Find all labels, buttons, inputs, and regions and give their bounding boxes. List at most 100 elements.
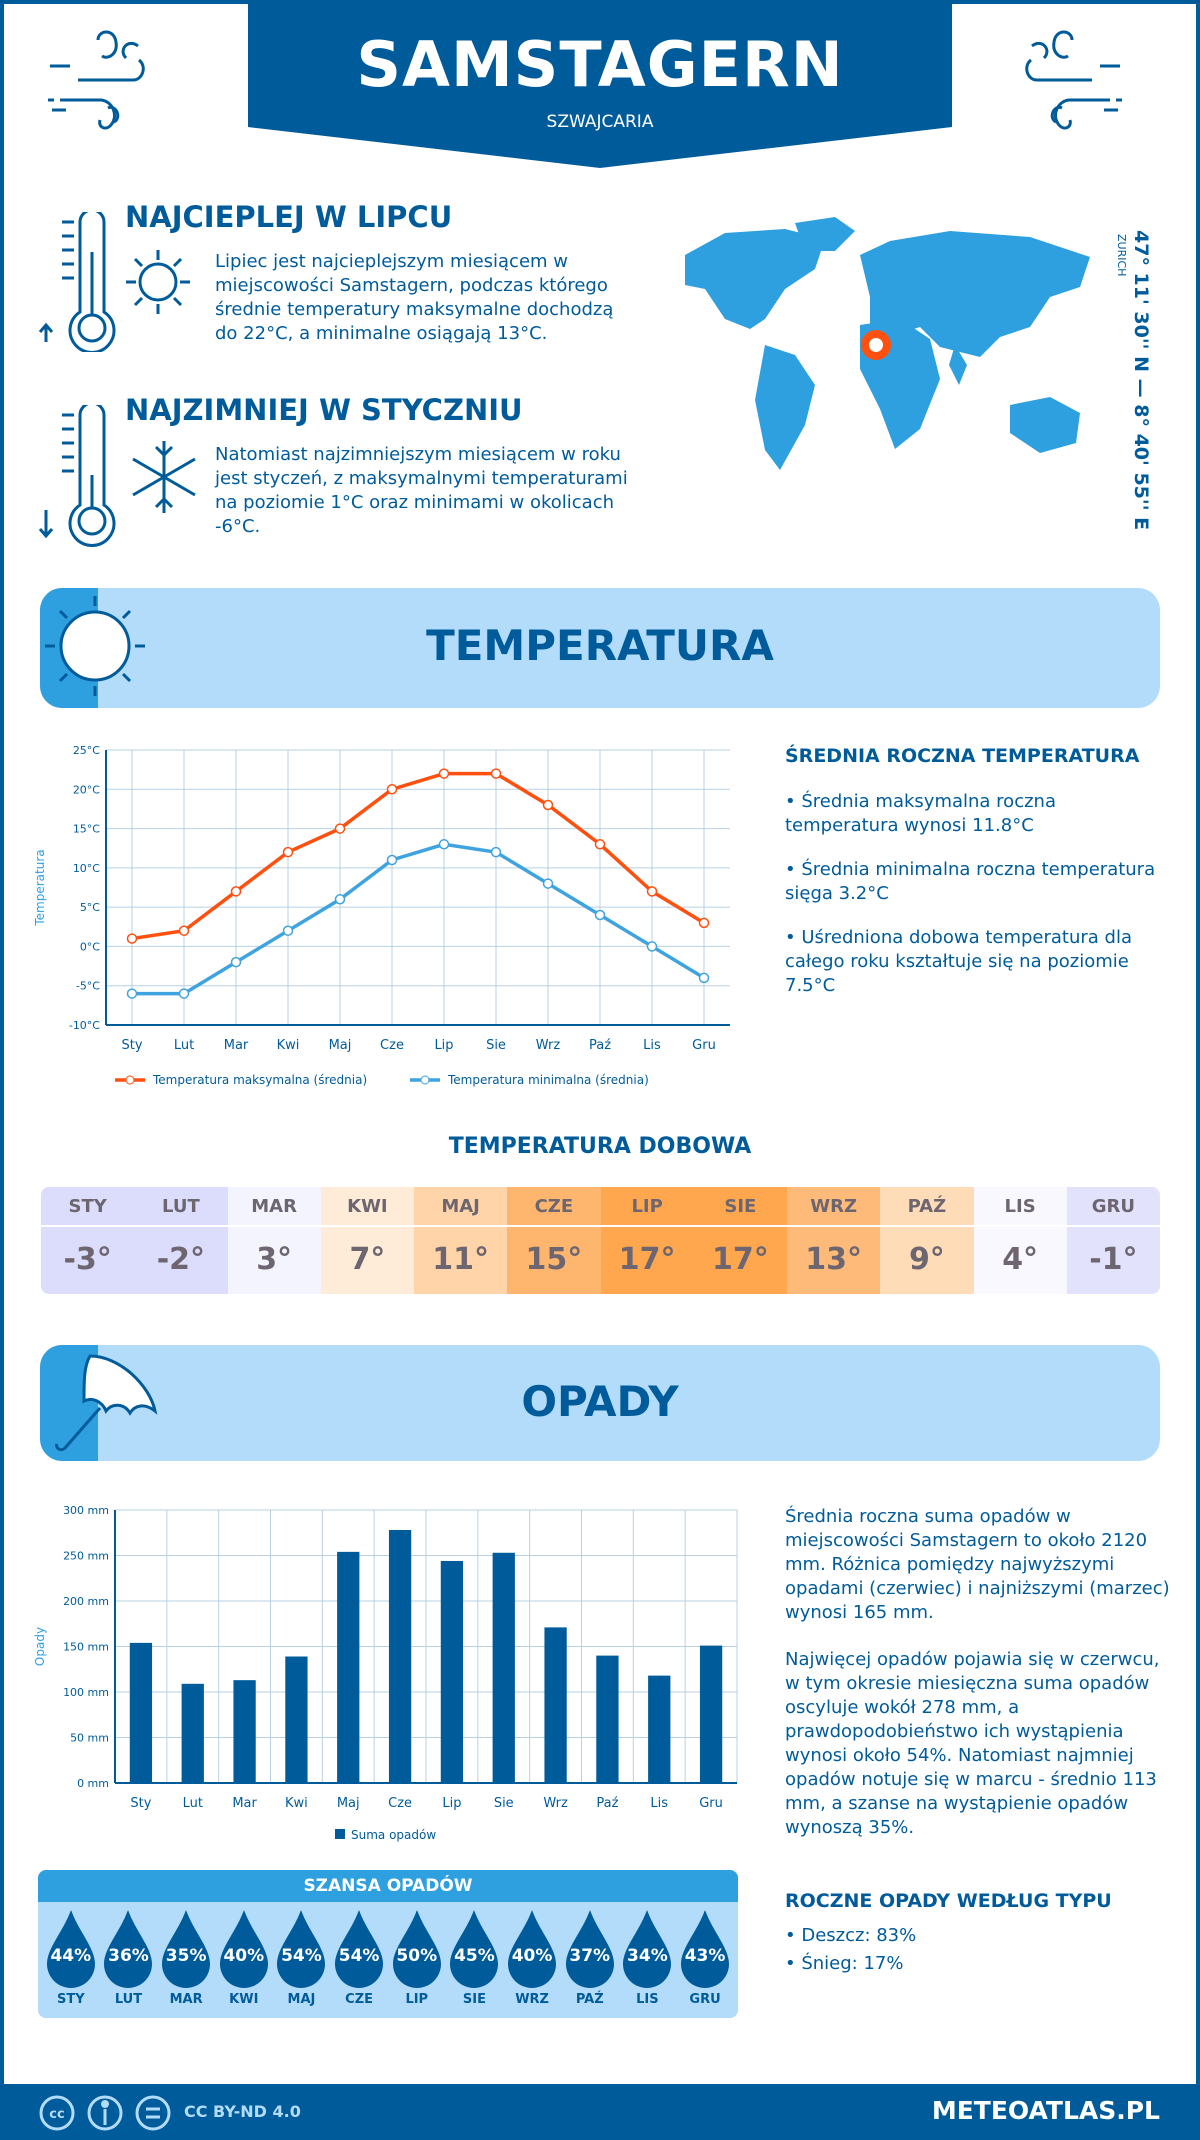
x-tick-label: Mar [224,1038,249,1053]
chance-value: 34% [627,1946,668,1966]
month-label: KWI [320,1187,414,1227]
precip-chance-item: 34% LIS [620,1902,674,2007]
month-label: LIS [973,1187,1067,1227]
y-tick-label: 50 mm [70,1732,109,1745]
month-label: WRZ [787,1187,881,1227]
raindrop-icon [681,1910,730,1988]
x-tick-label: Lis [650,1796,668,1811]
precip-chance-item: 40% KWI [217,1902,271,2007]
y-tick-label: 200 mm [63,1595,109,1608]
series-line [131,771,705,941]
wind-icon [1025,30,1122,130]
month-label: STY [41,1187,135,1227]
y-tick-label: 250 mm [63,1550,109,1563]
precip-type-heading: ROCZNE OPADY WEDŁUG TYPU [785,1890,1112,1912]
x-tick-label: Wrz [536,1038,561,1053]
x-tick-label: Sie [494,1796,514,1811]
month-label: LIP [405,1992,429,2007]
precip-bar [285,1656,308,1783]
page-title: SAMSTAGERN [356,28,844,101]
precip-type-snow: • Śnieg: 17% [785,1953,904,1974]
chance-value: 44% [50,1946,92,1966]
x-tick-label: Cze [380,1038,404,1053]
daily-temp-value: 9° [908,1242,945,1277]
data-point [542,878,554,889]
raindrop-icon [104,1910,153,1988]
thermometer-cold-icon [38,405,196,547]
brand-link[interactable]: METEOATLAS.PL [931,2096,1160,2125]
y-tick-label: 5°C [80,901,100,914]
data-point [178,925,190,936]
data-point [230,956,242,968]
precip-section-banner: OPADY [40,1345,1160,1461]
warmest-heading: NAJCIEPLEJ W LIPCU [125,200,453,234]
daily-temp-cell: KWI 7° [320,1187,414,1294]
y-tick-label: 20°C [73,783,100,796]
precip-text-2: Najwięcej opadów pojawia się w czerwcu, … [785,1649,1160,1838]
daily-temp-cell: STY -3° [41,1187,135,1294]
legend-label: Suma opadów [351,1828,436,1842]
header-banner [248,0,952,168]
chance-value: 40% [511,1946,553,1966]
precip-type-rain: • Deszcz: 83% [785,1925,917,1946]
x-tick-label: Lis [643,1038,661,1053]
precip-chance-heading: SZANSA OPADÓW [38,1870,738,1902]
month-label: LUT [134,1187,228,1227]
daily-temp-table: STY -3° LUT -2° MAR 3° KWI 7° MAJ 11° CZE 15° LIP 17°… [41,1187,1160,1294]
x-tick-label: Maj [329,1038,352,1053]
precip-text-1: Średnia roczna suma opadów w miejscowośc… [785,1506,1170,1623]
y-axis-label: Temperatura [33,849,47,926]
daily-temp-value: 17° [712,1242,769,1277]
series-line [132,842,705,996]
y-tick-label: 100 mm [63,1686,109,1699]
chance-value: 54% [281,1946,322,1966]
y-tick-label: 0 mm [77,1777,109,1790]
annual-temp-heading: ŚREDNIA ROCZNA TEMPERATURA [785,745,1140,767]
data-point [334,823,346,834]
month-label: SIE [693,1187,787,1227]
chance-value: 54% [338,1946,380,1966]
coordinates: 47° 11' 30'' N — 8° 40' 55'' E [1130,230,1152,531]
precip-bar [129,1642,153,1783]
raindrop-icon [623,1910,672,1988]
legend-marker [420,1075,430,1085]
legend-label: Temperatura maksymalna (średnia) [152,1073,367,1087]
precip-bar [648,1675,671,1783]
precip-chance-item: 50% LIP [390,1902,444,2007]
precip-chance-item: 54% CZE [332,1902,386,2007]
x-tick-label: Lip [434,1038,453,1053]
daily-temp-cell: LIS 4° [973,1187,1067,1294]
data-point [698,972,710,984]
precip-chance-item: 36% LUT [101,1902,155,2007]
y-tick-label: 25°C [73,744,100,757]
x-tick-label: Gru [692,1038,716,1053]
precip-chance-item: 54% MAJ [274,1902,328,2007]
x-tick-label: Mar [232,1796,257,1811]
raindrop-icon [392,1910,441,1988]
x-tick-label: Paź [596,1796,618,1811]
precip-chance-box: SZANSA OPADÓW 44% STY 36% LUT 35% MAR 40% KWI 54… [38,1870,738,2018]
svg-text:cc: cc [49,2107,64,2122]
y-tick-label: -10°C [69,1019,100,1032]
precip-bar [337,1551,360,1783]
y-tick-label: 300 mm [63,1504,109,1517]
thermometer-warm-icon [38,212,190,352]
coldest-heading: NAJZIMNIEJ W STYCZNIU [125,393,523,427]
x-tick-label: Sty [130,1796,151,1811]
y-tick-label: -5°C [76,980,100,993]
chance-value: 45% [454,1946,495,1966]
data-point [698,917,710,929]
daily-temp-cell: SIE 17° [693,1187,787,1294]
umbrella-rain-icon [55,1354,158,1452]
x-tick-label: Maj [337,1796,360,1811]
daily-temp-value: -3° [63,1242,112,1277]
x-tick-label: Lut [174,1038,194,1053]
chance-value: 37% [569,1946,611,1966]
daily-temp-cell: PAŹ 9° [880,1187,974,1294]
precip-bar [544,1627,567,1783]
coldest-text: Natomiast najzimniejszym miesiącem w rok… [215,444,628,537]
data-point [386,784,398,795]
month-label: GRU [1066,1187,1160,1227]
data-point [490,768,502,779]
chance-value: 40% [223,1946,265,1966]
